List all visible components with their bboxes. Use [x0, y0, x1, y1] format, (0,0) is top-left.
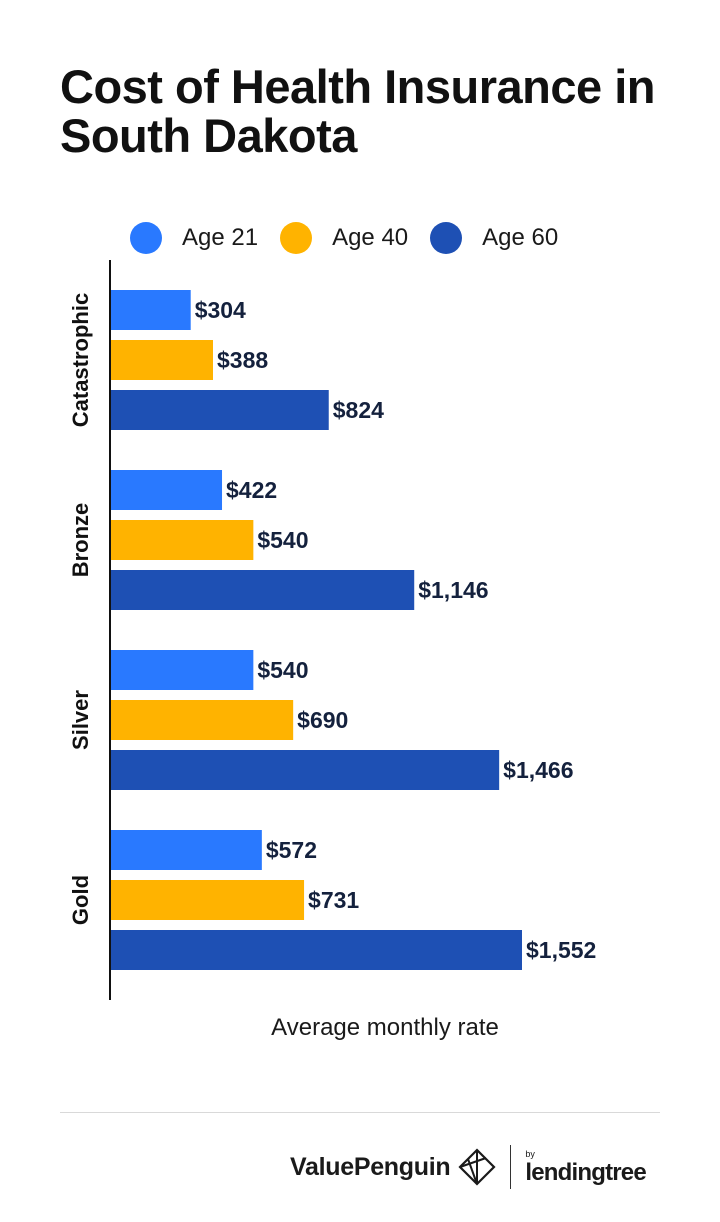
data-label-bronze-age-21: $422	[226, 477, 277, 503]
bar-bronze-age-60	[110, 570, 415, 610]
legend-swatch-age-40	[280, 222, 313, 254]
legend-label-age-60: Age 60	[482, 224, 559, 251]
bar-silver-age-21	[110, 650, 254, 690]
lendingtree-by-text: by	[525, 1148, 535, 1159]
bar-bronze-age-40	[110, 520, 254, 560]
category-label-gold: Gold	[68, 875, 93, 925]
legend-swatch-age-21	[130, 222, 162, 254]
data-label-catastrophic-age-21: $304	[195, 297, 246, 323]
data-label-gold-age-60: $1,552	[526, 937, 596, 963]
bar-gold-age-60	[110, 930, 522, 970]
data-label-catastrophic-age-60: $824	[333, 397, 384, 423]
x-axis-label: Average monthly rate	[271, 1014, 499, 1041]
bar-chart: $304 $388 $824 Catastrophic $422 $540 $1,146 Br…	[68, 260, 596, 1041]
legend-item-age-21: Age 21	[130, 222, 258, 254]
bar-silver-age-40	[110, 700, 294, 740]
legend-label-age-40: Age 40	[332, 224, 409, 251]
category-label-silver: Silver	[68, 690, 93, 750]
data-label-gold-age-21: $572	[266, 837, 317, 863]
brand-divider	[510, 1145, 512, 1189]
data-label-bronze-age-40: $540	[257, 527, 308, 553]
footer-branding: ValuePenguin by lendingtree	[290, 1142, 647, 1192]
bar-silver-age-60	[110, 750, 500, 790]
legend-swatch-age-60	[430, 222, 463, 254]
bar-catastrophic-age-40	[110, 340, 213, 380]
legend-item-age-60: Age 60	[430, 222, 558, 254]
bar-catastrophic-age-60	[110, 390, 329, 430]
bar-gold-age-21	[110, 830, 262, 870]
footer-divider	[60, 1112, 660, 1113]
bar-catastrophic-age-21	[110, 290, 191, 330]
valuepenguin-logo-text: ValuePenguin	[290, 1152, 451, 1181]
data-label-catastrophic-age-40: $388	[217, 347, 268, 373]
legend-item-age-40: Age 40	[280, 222, 408, 254]
category-label-bronze: Bronze	[68, 503, 93, 578]
data-label-bronze-age-60: $1,146	[418, 577, 488, 603]
category-label-catastrophic: Catastrophic	[68, 293, 93, 427]
valuepenguin-logo-icon	[458, 1148, 496, 1186]
lendingtree-logo-text: lendingtree	[525, 1158, 646, 1186]
bar-gold-age-40	[110, 880, 305, 920]
lendingtree-logo: by lendingtree	[525, 1148, 646, 1186]
data-label-silver-age-60: $1,466	[503, 757, 573, 783]
legend-label-age-21: Age 21	[182, 224, 259, 251]
data-label-silver-age-21: $540	[257, 657, 308, 683]
data-label-gold-age-40: $731	[308, 887, 359, 913]
legend: Age 21 Age 40 Age 60	[130, 220, 580, 256]
bar-bronze-age-21	[110, 470, 223, 510]
chart-title: Cost of Health Insurance in South Dakota	[60, 60, 655, 162]
data-label-silver-age-40: $690	[297, 707, 348, 733]
